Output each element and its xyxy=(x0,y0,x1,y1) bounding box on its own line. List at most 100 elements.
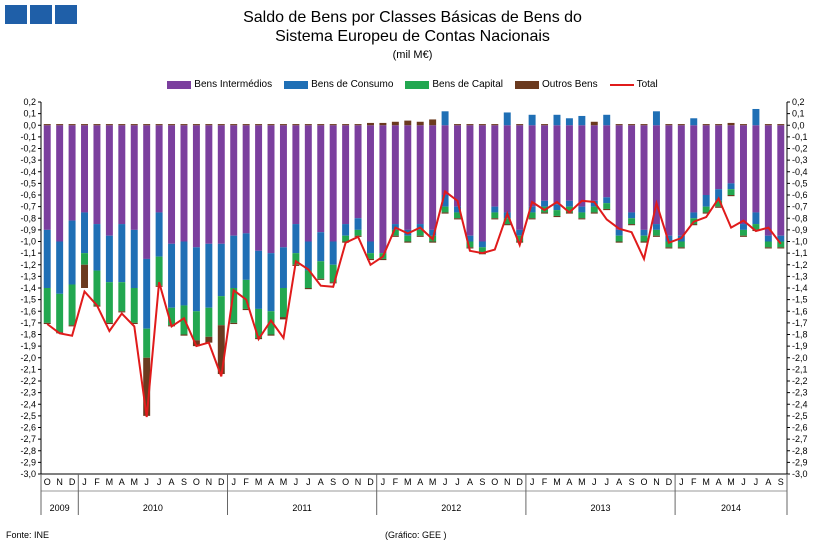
y-tick-label-right: -1,7 xyxy=(792,318,808,328)
bar-segment xyxy=(727,183,735,190)
bar-positive-segment xyxy=(491,124,499,126)
bar-positive-segment xyxy=(454,124,461,126)
bar-positive-segment xyxy=(503,112,511,126)
bar-segment xyxy=(777,241,785,248)
bar-segment xyxy=(702,212,710,214)
bar-segment xyxy=(628,212,636,219)
bar-positive-segment xyxy=(665,124,673,126)
bar-segment xyxy=(304,270,312,288)
x-tick-label: J xyxy=(144,477,149,487)
y-tick-label-left: -1,5 xyxy=(20,295,36,305)
bar-positive-segment xyxy=(478,124,486,126)
x-tick-label: J xyxy=(157,477,162,487)
bar-segment xyxy=(68,125,76,221)
bar-segment xyxy=(168,307,176,326)
bar-segment xyxy=(491,125,499,207)
bar-positive-segment xyxy=(43,124,51,126)
bar-segment xyxy=(603,125,611,198)
y-tick-label-left: -2,8 xyxy=(20,446,36,456)
y-tick-label-left: -0,4 xyxy=(20,167,36,177)
bar-segment xyxy=(752,224,760,230)
bar-positive-segment xyxy=(740,124,747,126)
bar-segment xyxy=(180,334,188,336)
bar-positive-segment xyxy=(168,124,176,126)
bar-segment xyxy=(665,125,673,236)
x-tick-label: M xyxy=(106,477,114,487)
x-tick-label: M xyxy=(429,477,437,487)
source-note: Fonte: INE xyxy=(6,530,50,540)
year-label: 2014 xyxy=(721,503,741,513)
bar-segment xyxy=(391,125,399,225)
x-tick-label: J xyxy=(231,477,236,487)
bar-segment xyxy=(491,218,499,220)
legend-item-capital: Bens de Capital xyxy=(405,79,503,90)
bar-segment xyxy=(367,125,374,242)
x-tick-label: D xyxy=(367,477,374,487)
bar-positive-segment xyxy=(292,124,300,126)
bar-segment xyxy=(615,235,623,242)
bar-segment xyxy=(628,218,636,225)
x-tick-label: M xyxy=(131,477,139,487)
chart-title-line2: Sistema Europeu de Contas Nacionais xyxy=(275,28,550,45)
y-tick-label-right: -1,8 xyxy=(792,330,808,340)
bar-segment xyxy=(242,125,250,234)
y-tick-label-left: -0,9 xyxy=(20,225,36,235)
bar-segment xyxy=(777,125,785,236)
bar-segment xyxy=(329,125,337,242)
x-tick-label: J xyxy=(455,477,460,487)
bar-segment xyxy=(640,125,648,230)
y-tick-label-right: -0,7 xyxy=(792,202,808,212)
x-tick-label: A xyxy=(467,477,473,487)
x-tick-label: S xyxy=(479,477,485,487)
bar-segment xyxy=(553,210,561,216)
bar-segment xyxy=(342,224,350,236)
bar-segment xyxy=(230,235,238,288)
y-tick-label-left: -0,1 xyxy=(20,132,36,142)
legend-label: Total xyxy=(636,79,658,90)
bar-segment xyxy=(81,212,88,254)
bar-segment xyxy=(478,125,486,242)
bar-segment xyxy=(777,247,785,249)
x-tick-label: A xyxy=(716,477,722,487)
y-tick-label-right: -2,2 xyxy=(792,376,808,386)
bar-positive-segment xyxy=(553,114,561,126)
bar-segment xyxy=(404,235,412,242)
x-tick-label: A xyxy=(417,477,423,487)
bar-segment xyxy=(640,241,648,243)
y-tick-label-left: -0,7 xyxy=(20,202,36,212)
bar-segment xyxy=(292,125,300,225)
y-tick-label-right: -0,5 xyxy=(792,178,808,188)
x-tick-label: D xyxy=(69,477,76,487)
y-tick-label-right: -2,0 xyxy=(792,353,808,363)
y-tick-label-left: -2,3 xyxy=(20,388,36,398)
bar-positive-segment xyxy=(528,114,536,126)
x-tick-label: A xyxy=(119,477,125,487)
bar-segment xyxy=(603,208,611,211)
bar-segment xyxy=(553,204,561,211)
x-tick-label: J xyxy=(306,477,311,487)
bar-segment xyxy=(292,253,300,265)
y-tick-label-right: -0,2 xyxy=(792,144,808,154)
bar-positive-segment xyxy=(130,124,138,126)
bar-segment xyxy=(603,197,611,204)
chart-legend: Bens Intermédios Bens de Consumo Bens de… xyxy=(0,79,825,90)
bar-segment xyxy=(652,229,660,236)
bar-segment xyxy=(379,125,387,254)
bar-positive-segment xyxy=(230,124,238,126)
x-tick-label: J xyxy=(592,477,597,487)
bar-segment xyxy=(329,282,337,284)
y-tick-label-right: -0,8 xyxy=(792,213,808,223)
bar-positive-segment xyxy=(255,124,263,126)
x-tick-label: N xyxy=(56,477,63,487)
bar-positive-segment xyxy=(429,119,437,126)
bar-positive-segment xyxy=(727,122,735,126)
bar-segment xyxy=(255,250,263,309)
y-tick-label-left: -3,0 xyxy=(20,469,36,479)
legend-label: Bens de Consumo xyxy=(311,79,394,90)
y-tick-label-left: -0,5 xyxy=(20,178,36,188)
bar-segment xyxy=(454,218,461,220)
bar-positive-segment xyxy=(777,124,785,126)
bar-positive-segment xyxy=(192,124,200,126)
bar-segment xyxy=(317,261,325,279)
bar-positive-segment xyxy=(404,120,412,126)
